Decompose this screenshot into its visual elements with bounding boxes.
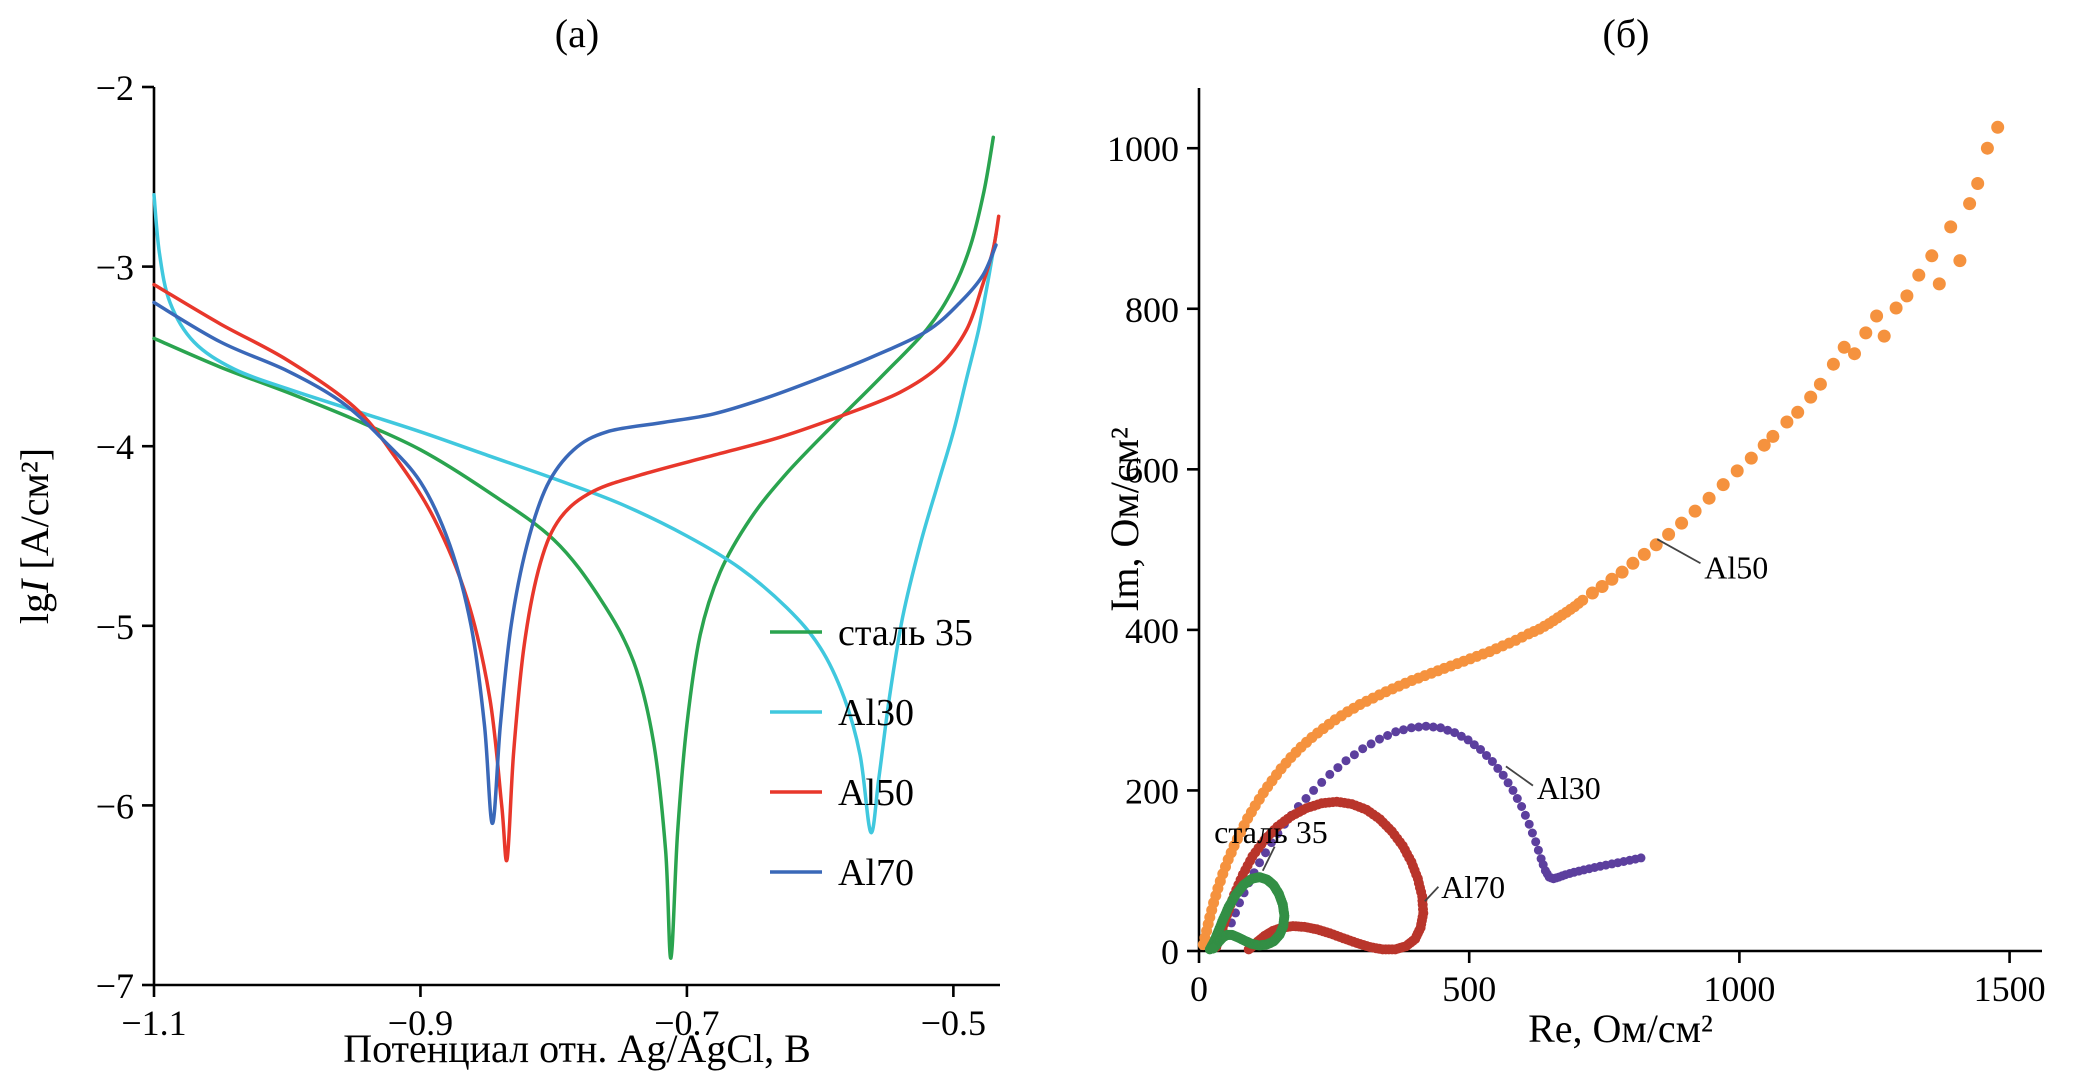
y-tick-label: −3 [96, 248, 134, 288]
y-tick-label: −2 [96, 68, 134, 108]
tick-labels: −1.1 −0.9 −0.7 −0.5 −7 −6 −5 −4 −3 −2 [96, 68, 986, 1043]
annotation-label: Al30 [1537, 770, 1601, 806]
annotation-leader [1656, 538, 1701, 565]
y-tick-label: 400 [1125, 611, 1179, 651]
series-Al50 [1197, 594, 1589, 951]
series-Al50 [152, 214, 1001, 863]
annotation-label: сталь 35 [1214, 814, 1328, 850]
legend-label: сталь 35 [838, 612, 973, 654]
annotation-label: Al50 [1704, 549, 1768, 585]
panel-b-label: (б) [1602, 11, 1650, 56]
x-tick-label: −0.5 [921, 1003, 986, 1043]
y-tick-label: 200 [1125, 771, 1179, 811]
axis-titles: Re, Ом/см² Im, Ом/см² [1102, 427, 1713, 1051]
y-axis-label: lgI [А/см²] [12, 448, 57, 624]
y-tick-label: −7 [96, 966, 134, 1006]
x-tick-label: −0.7 [654, 1003, 719, 1043]
chart-panel-а: −1.1 −0.9 −0.7 −0.5 −7 −6 −5 −4 −3 −2 Потенциал от… [12, 68, 1001, 1071]
annotation-label: Al70 [1441, 869, 1505, 905]
tick-labels: 0 500 1000 1500 0 200 400 600 800 1000 [1107, 129, 2046, 1009]
y-axis-label: Im, Ом/см² [1102, 427, 1147, 612]
axes [1187, 88, 2042, 963]
legend-label: Al70 [838, 852, 914, 894]
panel-a-label: (а) [554, 11, 600, 56]
annotations: сталь 35 Al70 Al30 Al50 [1214, 538, 1768, 905]
legend-label: Al50 [838, 772, 914, 814]
series-Al30 [152, 193, 998, 835]
y-tick-label: 0 [1161, 932, 1179, 972]
y-tick-label: −5 [96, 607, 134, 647]
x-tick-label: 0 [1190, 969, 1208, 1009]
y-tick-label: 600 [1125, 450, 1179, 490]
x-tick-label: 500 [1442, 969, 1496, 1009]
y-tick-label: −4 [96, 427, 134, 467]
series-Al70 [152, 243, 998, 826]
x-tick-label: 1000 [1703, 969, 1775, 1009]
x-axis-label: Потенциал отн. Ag/AgCl, В [343, 1026, 811, 1071]
annotation-leader [1424, 886, 1440, 902]
y-tick-label: 800 [1125, 290, 1179, 330]
x-tick-label: 1500 [1974, 969, 2046, 1009]
polarization-curves-chart: −1.1 −0.9 −0.7 −0.5 −7 −6 −5 −4 −3 −2 Потенциал от… [12, 68, 1001, 1071]
axis-titles: Потенциал отн. Ag/AgCl, В lgI [А/см²] [12, 448, 811, 1071]
annotation-leader [1505, 765, 1534, 787]
legend: сталь 35 Al30 Al50 Al70 [770, 612, 973, 894]
x-tick-label: −1.1 [121, 1003, 186, 1043]
x-tick-label: −0.9 [388, 1003, 453, 1043]
x-axis-label: Re, Ом/см² [1528, 1006, 1713, 1051]
axes [142, 85, 1000, 997]
series-Al50-upper [1585, 120, 2005, 600]
y-tick-label: −6 [96, 786, 134, 826]
annotation-leader [1261, 846, 1276, 872]
legend-label: Al30 [838, 692, 914, 734]
series-сталь 35 [1204, 872, 1290, 955]
series-сталь 35 [152, 135, 996, 960]
y-tick-label: 1000 [1107, 129, 1179, 169]
